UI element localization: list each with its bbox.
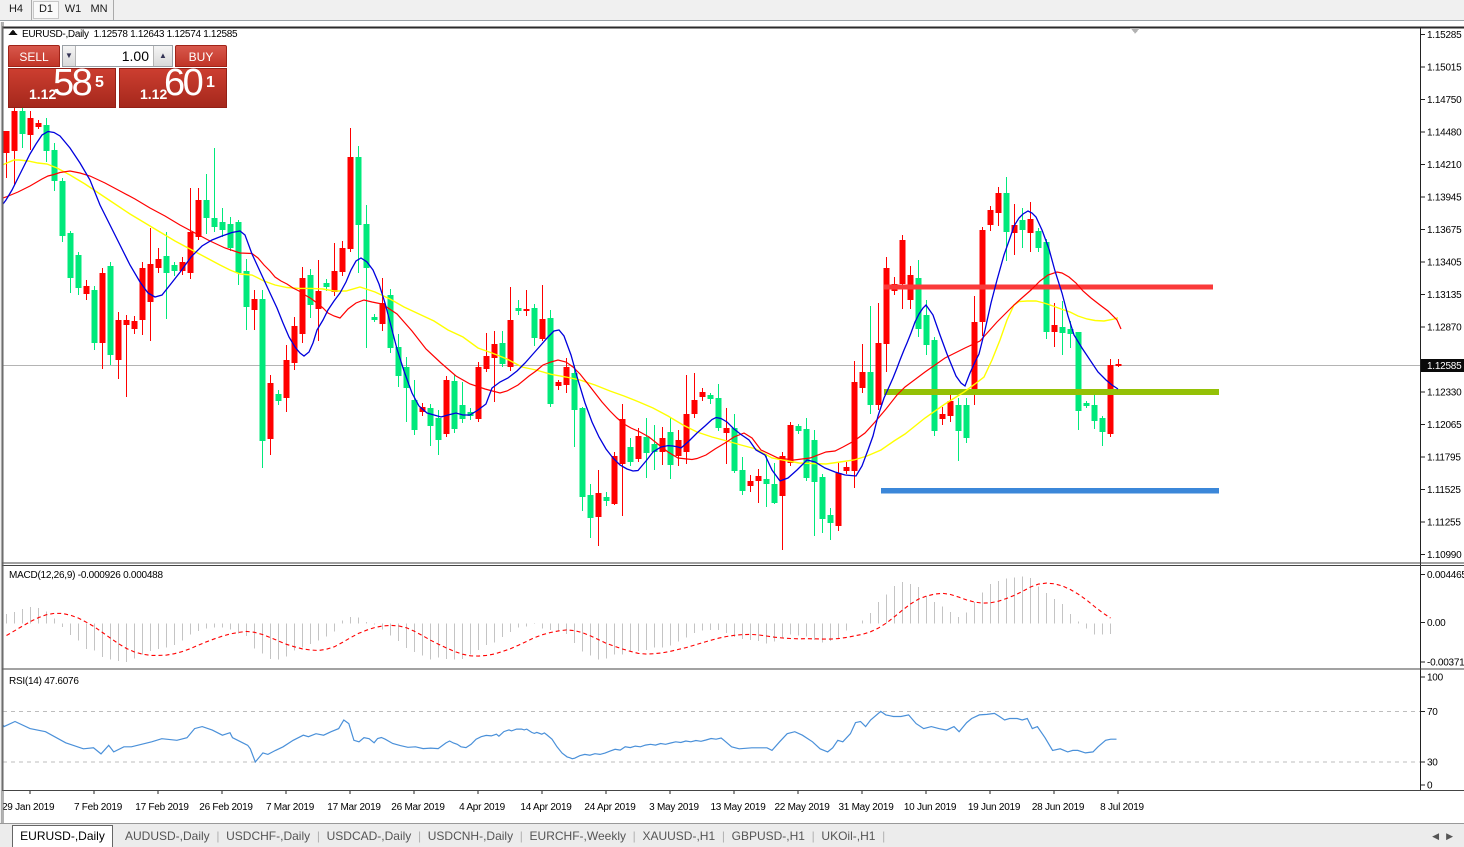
svg-text:3 May 2019: 3 May 2019 <box>649 802 699 813</box>
svg-text:29 Jan 2019: 29 Jan 2019 <box>2 802 55 813</box>
svg-text:1.12065: 1.12065 <box>1427 420 1462 431</box>
svg-text:31 May 2019: 31 May 2019 <box>838 802 894 813</box>
svg-text:1.11255: 1.11255 <box>1427 518 1461 529</box>
svg-text:1.15015: 1.15015 <box>1427 63 1462 74</box>
svg-text:1.12330: 1.12330 <box>1427 388 1462 399</box>
svg-text:26 Mar 2019: 26 Mar 2019 <box>391 802 445 813</box>
svg-text:1.11525: 1.11525 <box>1427 485 1461 496</box>
svg-text:13 May 2019: 13 May 2019 <box>710 802 766 813</box>
svg-text:1.10990: 1.10990 <box>1427 550 1462 561</box>
svg-text:-0.003715: -0.003715 <box>1427 658 1464 669</box>
svg-text:19 Jun 2019: 19 Jun 2019 <box>968 802 1021 813</box>
svg-text:17 Feb 2019: 17 Feb 2019 <box>135 802 189 813</box>
svg-text:17 Mar 2019: 17 Mar 2019 <box>327 802 381 813</box>
svg-text:26 Feb 2019: 26 Feb 2019 <box>199 802 253 813</box>
svg-text:4 Apr 2019: 4 Apr 2019 <box>459 802 506 813</box>
svg-text:1.15285: 1.15285 <box>1427 30 1462 41</box>
svg-text:1.11795: 1.11795 <box>1427 453 1461 464</box>
svg-text:RSI(14) 47.6076: RSI(14) 47.6076 <box>9 676 79 687</box>
svg-text:70: 70 <box>1427 707 1438 718</box>
svg-text:1.14480: 1.14480 <box>1427 128 1462 139</box>
svg-text:14 Apr 2019: 14 Apr 2019 <box>520 802 572 813</box>
svg-text:MACD(12,26,9) -0.000926 0.0004: MACD(12,26,9) -0.000926 0.000488 <box>9 570 163 581</box>
svg-text:1.12870: 1.12870 <box>1427 323 1462 334</box>
svg-text:7 Mar 2019: 7 Mar 2019 <box>266 802 315 813</box>
svg-text:100: 100 <box>1427 673 1444 684</box>
svg-text:EURUSD-,Daily 1.12578 1.12643: EURUSD-,Daily 1.12578 1.12643 1.12574 1.… <box>22 29 238 40</box>
svg-text:22 May 2019: 22 May 2019 <box>774 802 830 813</box>
svg-text:0.004465: 0.004465 <box>1427 570 1464 581</box>
svg-text:1.14750: 1.14750 <box>1427 95 1462 106</box>
svg-text:0.00: 0.00 <box>1427 618 1446 629</box>
svg-text:1.14210: 1.14210 <box>1427 160 1462 171</box>
svg-text:1.13405: 1.13405 <box>1427 258 1462 269</box>
svg-text:1.13135: 1.13135 <box>1427 290 1462 301</box>
svg-text:24 Apr 2019: 24 Apr 2019 <box>584 802 636 813</box>
svg-text:1.13945: 1.13945 <box>1427 193 1462 204</box>
svg-text:1.12585: 1.12585 <box>1427 361 1462 372</box>
svg-text:28 Jun 2019: 28 Jun 2019 <box>1032 802 1085 813</box>
svg-text:0: 0 <box>1427 781 1433 792</box>
svg-text:10 Jun 2019: 10 Jun 2019 <box>904 802 957 813</box>
svg-text:30: 30 <box>1427 758 1438 769</box>
svg-text:1.13675: 1.13675 <box>1427 225 1462 236</box>
svg-text:8 Jul 2019: 8 Jul 2019 <box>1100 802 1144 813</box>
svg-text:7 Feb 2019: 7 Feb 2019 <box>74 802 123 813</box>
